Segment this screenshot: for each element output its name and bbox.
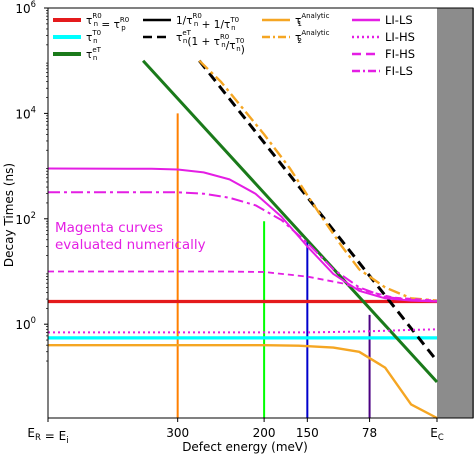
legend-label-4: τeT n(1 + τR0 n/τT0 n) (176, 29, 245, 56)
series-line-5 (198, 59, 438, 302)
legend-label-2: τeT n (86, 46, 102, 62)
plot-frame (47, 7, 474, 419)
x-axis-label: Defect energy (meV) (182, 440, 308, 454)
legend-label-9: FI-HS (385, 47, 415, 61)
x-tick-label-2: 200 (253, 426, 276, 440)
shaded-region-layer (437, 8, 474, 418)
series-layer (47, 59, 439, 420)
x-tick-label-4: 78 (362, 426, 377, 440)
annotation-line-0: Magenta curves (55, 220, 163, 236)
x-tick-label-1: 300 (166, 426, 189, 440)
y-tick-label-1: 102 (15, 210, 36, 227)
legend-label-8: LI-HS (385, 30, 415, 44)
y-axis-label: Decay Times (ns) (2, 163, 16, 267)
y-tick-label-0: 100 (15, 315, 36, 332)
series-line-2 (141, 59, 439, 384)
legend-label-7: LI-LS (385, 13, 413, 27)
x-tick-label-5: EC (430, 426, 444, 442)
legend-label-5: τAnalytic 1 (295, 12, 330, 28)
y-tick-label-2: 104 (15, 104, 36, 121)
vertical-marker-layer (176, 113, 371, 418)
y-tick-label-3: 106 (15, 0, 36, 16)
tick-layer: 100 102 104 106 ER = Ei 300 200 150 78 EC (15, 0, 443, 446)
series-line-4 (48, 344, 438, 420)
series-line-6 (47, 167, 438, 303)
annotation-line-1: evaluated numerically (55, 237, 206, 253)
legend-label-6: τAnalytic 2 (295, 29, 330, 45)
legend-label-1: τT0 n (86, 29, 101, 45)
series-line-9 (47, 191, 438, 303)
axes-layer (47, 7, 474, 419)
x-tick-label-0: ER = Ei (27, 426, 68, 446)
series-line-7 (48, 328, 438, 334)
legend-label-3: 1/τR0 n + 1/τT0 n (176, 12, 239, 32)
legend-label-0: τR0 n = τR0 p (86, 12, 129, 32)
legend-label-10: FI-LS (385, 64, 413, 78)
x-tick-label-3: 150 (296, 426, 319, 440)
shaded-region (437, 8, 474, 418)
